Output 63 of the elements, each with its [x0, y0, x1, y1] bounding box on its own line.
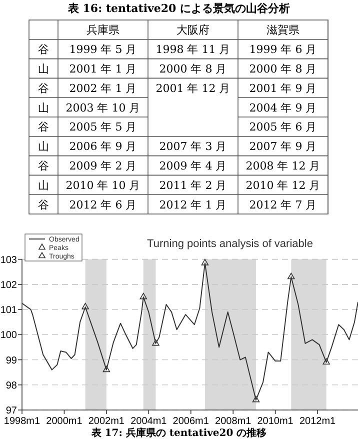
text: 2004 年 9 月 — [249, 101, 317, 114]
point — [322, 358, 330, 365]
x-tick-label: 2006m1 — [172, 416, 210, 427]
text: 2000 年 8 月 — [249, 62, 317, 76]
y-tick-label: 102 — [0, 280, 18, 291]
y-tick-label: 100 — [0, 330, 18, 342]
y-tick-label: 97 — [6, 406, 18, 416]
category-label: 山 — [38, 178, 49, 192]
category-label: 山 — [38, 140, 49, 154]
category-label: 谷 — [38, 43, 49, 56]
point — [201, 258, 209, 266]
text: 2012 年 1 月 — [159, 198, 227, 212]
x-tick-label: 2012m1 — [299, 416, 336, 427]
text: 表 16: tentative20 による景気の山谷分析 — [66, 2, 290, 15]
text: 2005 年 6 月 — [249, 120, 317, 134]
text: 2007 年 9 月 — [249, 140, 317, 154]
category-label: 山 — [38, 62, 49, 76]
category-label: 兵庫県 — [86, 24, 120, 37]
text: 2010 年 10 月 — [66, 178, 140, 192]
x-tick-label: 2000m1 — [46, 416, 83, 427]
text: 2009 年 4 月 — [159, 160, 227, 172]
text: 2005 年 5 月 — [69, 120, 137, 134]
text: 2001 年 9 月 — [249, 82, 317, 95]
text: 2001 年 1 月 — [69, 62, 137, 76]
text: 2007 年 3 月 — [159, 140, 227, 154]
category-label: 谷 — [38, 198, 49, 212]
x-tick-label: 1998m1 — [4, 416, 41, 427]
text: 2012 年 7 月 — [249, 198, 317, 212]
category-label: 滋賀県 — [266, 24, 300, 37]
text: 2012 年 6 月 — [69, 198, 137, 212]
point — [102, 366, 110, 372]
text: 2000 年 8 月 — [159, 62, 227, 76]
text: 表 17: 兵庫県の tentative20 の推移 — [90, 427, 267, 439]
x-tick-label: 2002m1 — [88, 416, 125, 427]
category-label: 谷 — [38, 120, 49, 134]
x-tick-label: 2004m1 — [130, 416, 168, 427]
text: 2011 年 2 月 — [159, 178, 227, 192]
text: 2010 年 12 月 — [246, 178, 320, 192]
text: 1998 年 11 月 — [156, 43, 230, 56]
x-tick-label: 2010m1 — [257, 416, 294, 427]
text: 2001 年 12 月 — [156, 82, 230, 95]
point — [140, 292, 148, 300]
point — [252, 396, 260, 402]
text: 2008 年 12 月 — [246, 160, 320, 172]
text: 2003 年 10 月 — [66, 101, 140, 114]
category-label: 谷 — [38, 82, 49, 95]
y-tick-label: 103 — [0, 254, 18, 266]
text: 1999 年 6 月 — [249, 43, 317, 56]
text: 2006 年 9 月 — [69, 140, 137, 154]
chart-title: Turning points analysis of variable — [147, 238, 313, 250]
y-tick-label: 101 — [0, 305, 18, 316]
point — [82, 302, 89, 310]
y-tick-label: 98 — [6, 380, 18, 392]
x-tick-label: 2008m1 — [215, 416, 252, 427]
y-tick-label: 99 — [6, 355, 18, 366]
category-label: 山 — [38, 101, 49, 114]
text: 1999 年 5 月 — [69, 43, 137, 56]
point — [152, 339, 160, 346]
text: 2002 年 1 月 — [69, 82, 137, 95]
text: 2009 年 2 月 — [69, 160, 137, 172]
category-label: 谷 — [38, 160, 49, 172]
point — [288, 272, 295, 280]
category-label: 大阪府 — [176, 24, 210, 37]
